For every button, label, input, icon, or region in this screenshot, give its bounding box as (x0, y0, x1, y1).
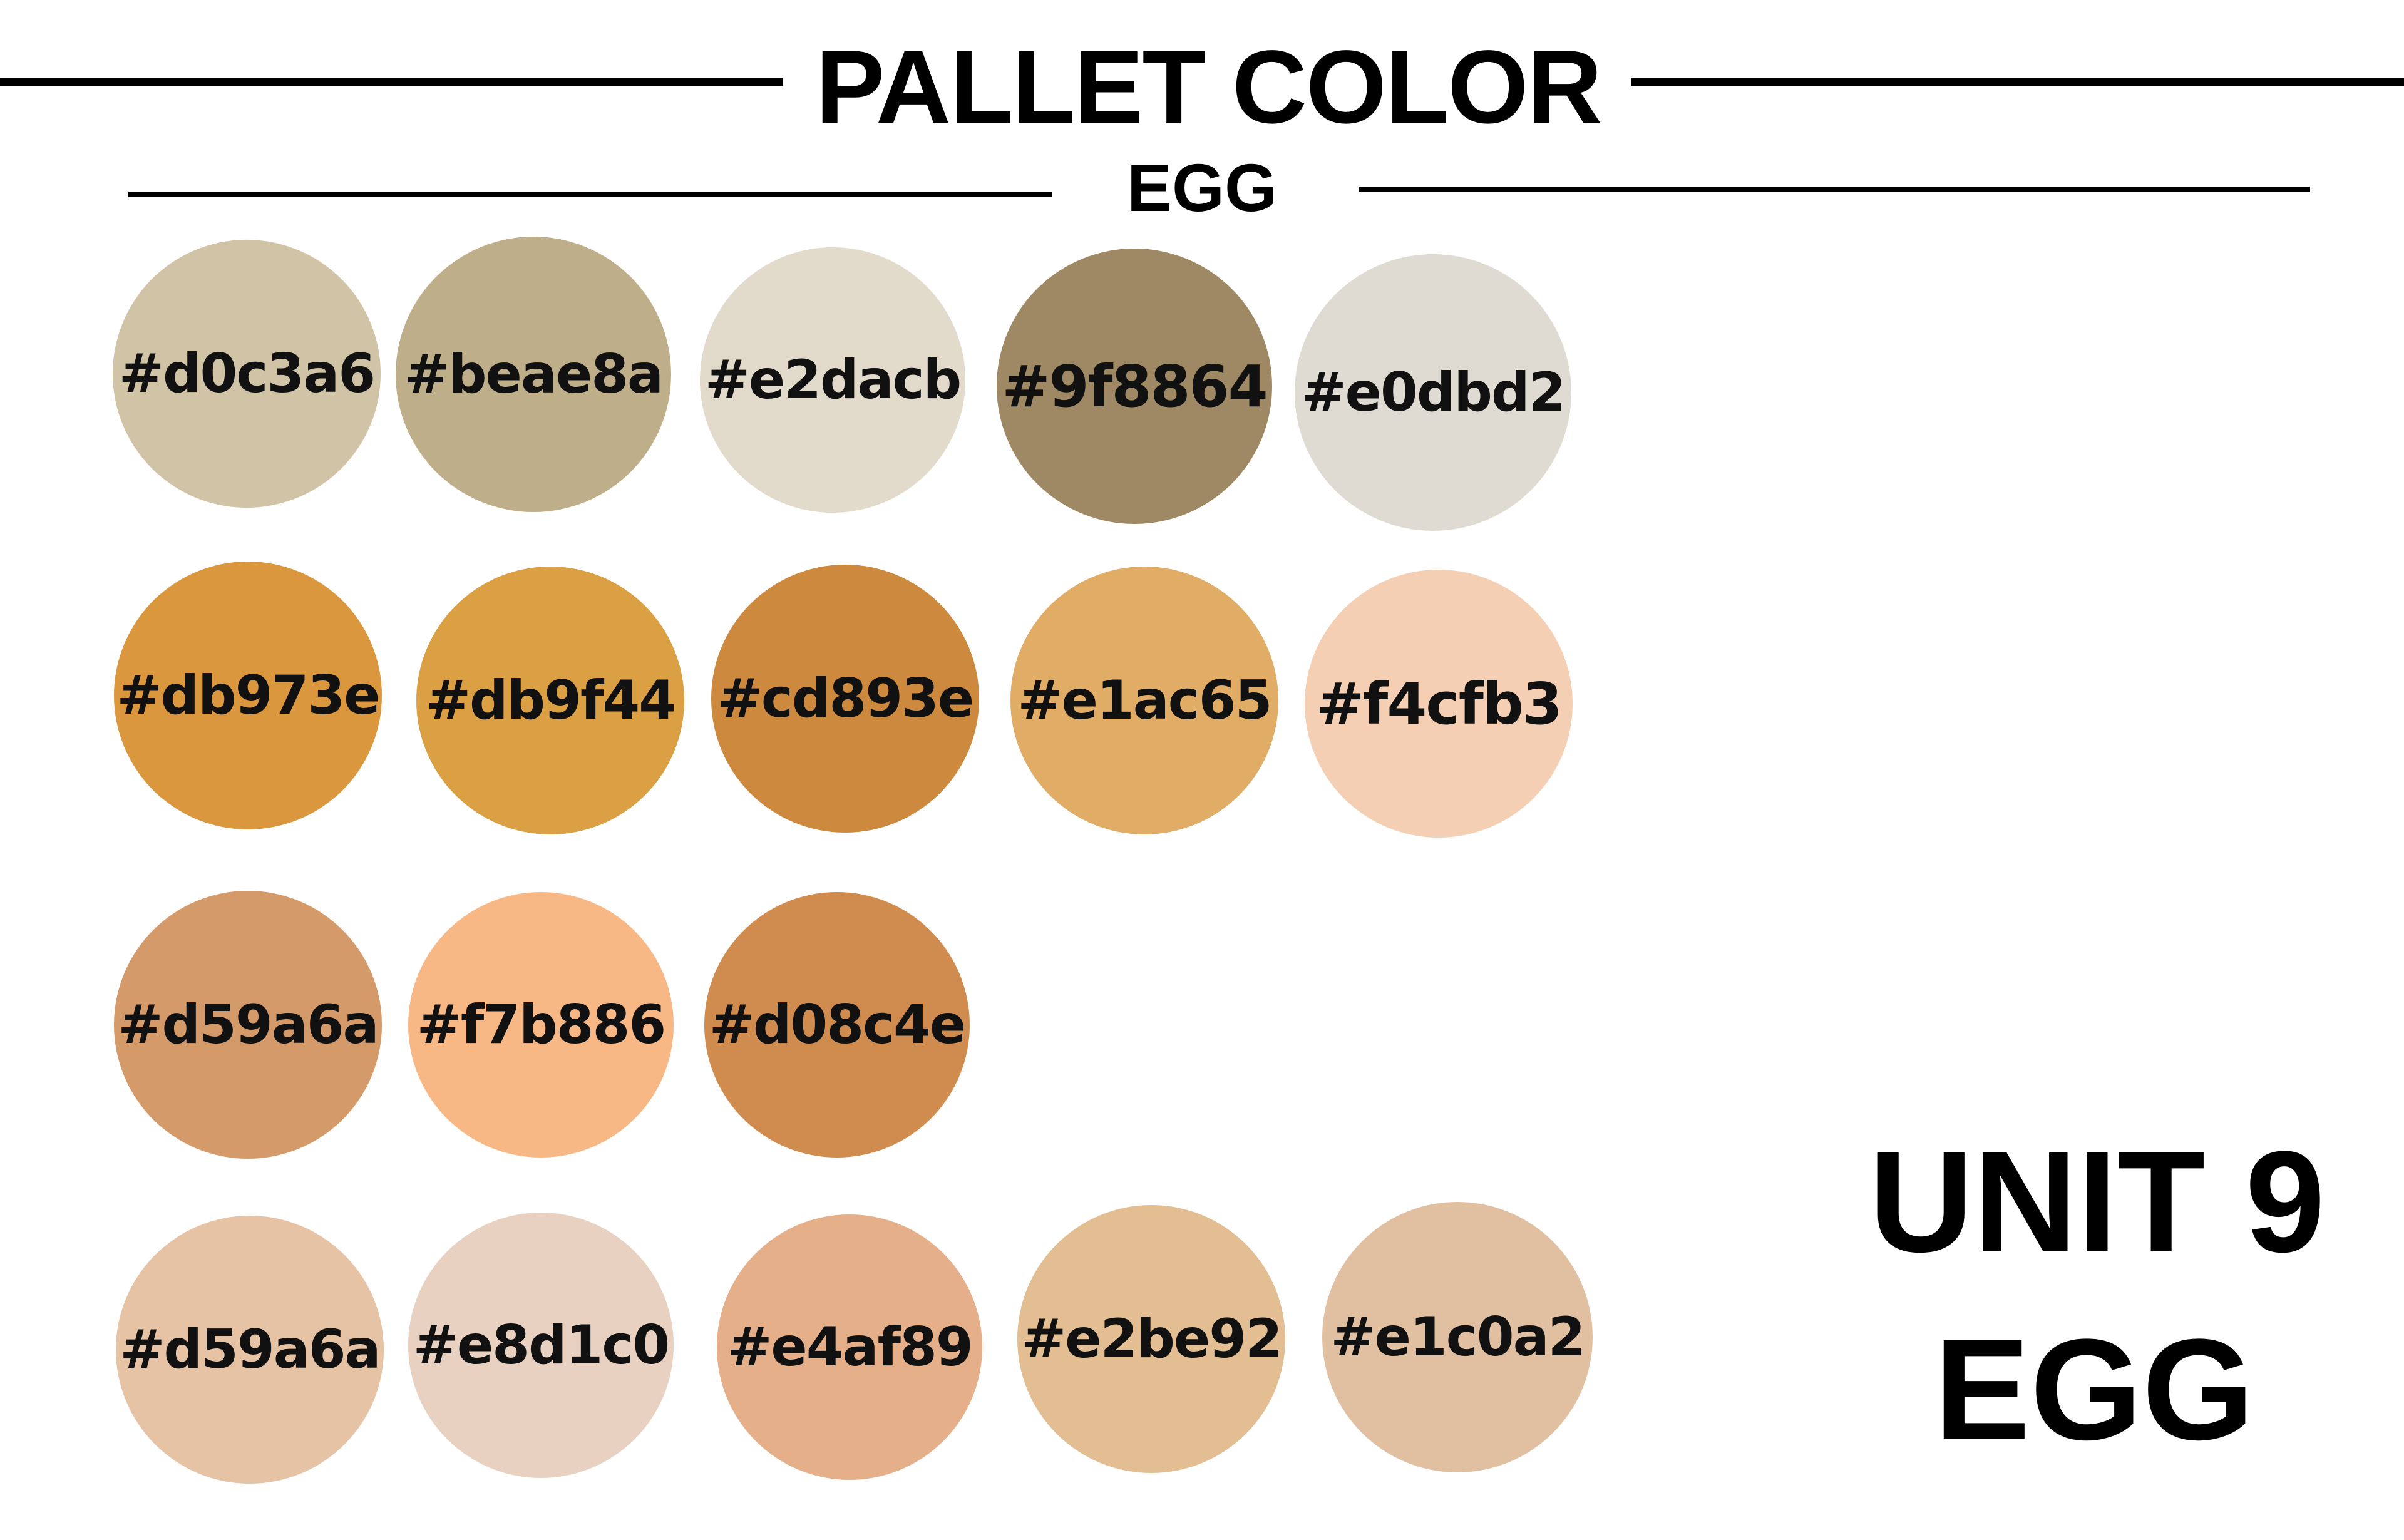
swatch-label: #e4af89 (727, 1316, 973, 1378)
page-subtitle: EGG (1126, 150, 1278, 225)
swatch-label: #e0dbd2 (1301, 361, 1566, 424)
color-swatch: #e1ac65 (1010, 567, 1278, 834)
color-swatch: #f4cfb3 (1305, 570, 1573, 838)
subtitle-rule-right (1359, 187, 2310, 192)
color-swatch: #e8d1c0 (408, 1213, 674, 1478)
swatch-label: #cd893e (717, 667, 974, 730)
swatch-label: #e8d1c0 (413, 1314, 670, 1377)
unit-name: EGG (1934, 1309, 2254, 1470)
swatch-label: #d0c3a6 (118, 342, 376, 405)
swatch-label: #d08c4e (709, 993, 966, 1056)
title-rule-left (0, 78, 783, 86)
color-swatch: #d0c3a6 (113, 240, 381, 508)
swatch-label: #db9f44 (425, 669, 676, 732)
swatch-label: #9f8864 (1002, 352, 1268, 420)
swatch-label: #e1ac65 (1017, 669, 1273, 732)
swatch-label: #d59a6a (118, 993, 379, 1056)
swatch-label: #f7b886 (416, 993, 666, 1056)
color-swatch: #9f8864 (997, 249, 1272, 524)
color-swatch: #e0dbd2 (1295, 254, 1571, 531)
title-rule-right (1631, 78, 2404, 86)
swatch-label: #d59a6a (120, 1318, 381, 1381)
swatch-label: #e2dacb (704, 349, 962, 411)
color-swatch: #d08c4e (704, 892, 970, 1158)
unit-number: UNIT 9 (1869, 1121, 2326, 1282)
color-swatch: #e2dacb (700, 247, 965, 513)
color-swatch: #db9f44 (416, 567, 684, 834)
color-swatch: #beae8a (396, 237, 671, 512)
color-swatch: #cd893e (711, 565, 979, 833)
swatch-label: #beae8a (404, 343, 664, 406)
page-title: PALLET COLOR (815, 29, 1603, 145)
swatch-label: #e2be92 (1021, 1308, 1283, 1370)
color-swatch: #d59a6a (116, 1216, 384, 1484)
color-swatch: #e1c0a2 (1322, 1202, 1593, 1472)
color-swatch: #f7b886 (408, 892, 674, 1158)
swatch-label: #f4cfb3 (1316, 670, 1563, 737)
subtitle-rule-left (128, 192, 1052, 197)
color-swatch: #d59a6a (114, 891, 382, 1159)
color-swatch: #e2be92 (1017, 1205, 1285, 1473)
color-swatch: #e4af89 (717, 1214, 982, 1480)
swatch-label: #db973e (116, 664, 380, 727)
swatch-label: #e1c0a2 (1330, 1306, 1586, 1368)
color-swatch: #db973e (114, 562, 382, 829)
